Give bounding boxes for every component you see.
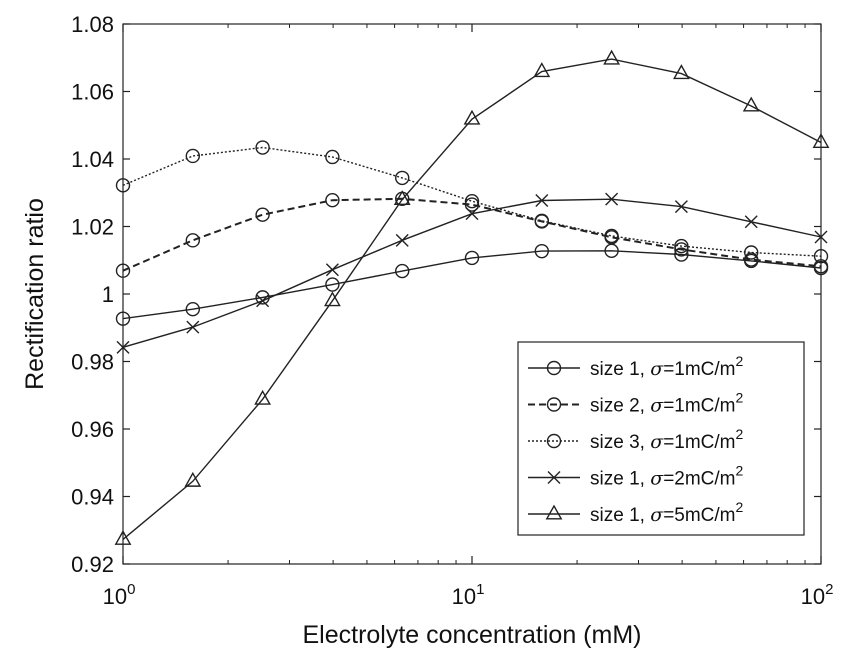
series-1-point-9 bbox=[674, 247, 689, 262]
legend-entry-3: size 3, σ=1mC/m2 bbox=[528, 426, 744, 453]
series-1-point-6 bbox=[464, 250, 480, 266]
series-1-point-7 bbox=[534, 243, 550, 259]
legend-label: size 2, σ=1mC/m2 bbox=[590, 390, 744, 417]
y-tick-label: 1.08 bbox=[71, 12, 114, 37]
y-tick-label: 1.02 bbox=[71, 215, 114, 240]
legend: size 1, σ=1mC/m2 size 2, σ=1mC/m2 size 3, … bbox=[517, 341, 805, 536]
series-4-point-6 bbox=[465, 207, 479, 221]
y-tick-label: 0.94 bbox=[71, 485, 114, 510]
series-2-point-9 bbox=[674, 242, 689, 257]
y-tick-label: 1 bbox=[102, 282, 114, 307]
series-5-point-8 bbox=[603, 49, 621, 65]
series-1-point-2 bbox=[185, 301, 201, 317]
series-3-point-3 bbox=[255, 140, 270, 155]
legend-label: size 1, σ=2mC/m2 bbox=[590, 463, 744, 490]
series-5-point-9 bbox=[673, 64, 690, 80]
series-line-3 bbox=[122, 146, 822, 257]
axes-layer: 0.92 0.94 0.96 0.98 1 1.02 1.04 1.06 1.08 100 101 1… bbox=[21, 12, 833, 649]
series-5-point-6 bbox=[463, 109, 481, 125]
series-4-point-4 bbox=[325, 263, 339, 277]
series-3-point-1 bbox=[115, 178, 131, 193]
y-tick-label: 0.96 bbox=[71, 417, 114, 442]
series-4-point-10 bbox=[744, 215, 758, 229]
series-2-point-1 bbox=[115, 263, 131, 278]
series-3-point-10 bbox=[744, 245, 759, 260]
series-5 bbox=[114, 49, 830, 545]
series-5-point-1 bbox=[114, 529, 132, 545]
series-line-2 bbox=[122, 197, 822, 272]
series-4-point-2 bbox=[186, 320, 200, 334]
legend-entry-5: size 1, σ=5mC/m2 bbox=[528, 499, 744, 526]
series-5-point-4 bbox=[324, 291, 341, 307]
series-5-point-3 bbox=[254, 389, 272, 405]
series-5-point-7 bbox=[533, 62, 551, 78]
series-2-point-3 bbox=[255, 207, 270, 222]
series-5-point-2 bbox=[184, 471, 202, 487]
series-line-1 bbox=[122, 250, 822, 320]
series-4-point-3 bbox=[256, 294, 270, 308]
series-4-point-11 bbox=[814, 230, 828, 244]
series-2-point-4 bbox=[325, 192, 340, 208]
legend-marker bbox=[546, 433, 562, 449]
y-tick-label: 1.06 bbox=[71, 80, 114, 105]
series-3-point-7 bbox=[534, 213, 550, 228]
series-5-point-10 bbox=[742, 96, 760, 112]
series-1-point-5 bbox=[395, 263, 410, 279]
legend-entry-2: size 2, σ=1mC/m2 bbox=[528, 390, 744, 417]
series-3-point-8 bbox=[604, 228, 619, 244]
legend-label: size 3, σ=1mC/m2 bbox=[590, 426, 744, 453]
series-3-point-6 bbox=[464, 193, 480, 209]
x-tick-label: 100 bbox=[103, 581, 136, 609]
series-1-point-4 bbox=[325, 277, 340, 292]
series-3-point-2 bbox=[185, 148, 201, 164]
legend-label: size 1, σ=5mC/m2 bbox=[590, 499, 744, 526]
series-3-point-11 bbox=[813, 249, 829, 264]
series-2-point-6 bbox=[464, 197, 480, 212]
legend-marker bbox=[546, 360, 562, 376]
y-axis-title: Rectification ratio bbox=[21, 198, 49, 390]
series-3-point-5 bbox=[395, 170, 410, 186]
y-tick-label: 1.04 bbox=[71, 147, 114, 172]
legend-marker bbox=[547, 471, 561, 484]
series-3 bbox=[115, 140, 829, 264]
x-tick-label: 102 bbox=[801, 581, 834, 609]
legend-label: size 1, σ=1mC/m2 bbox=[590, 353, 744, 380]
series-2-point-11 bbox=[813, 259, 829, 274]
series-2-point-2 bbox=[185, 233, 201, 248]
legend-marker bbox=[545, 504, 563, 520]
legend-marker bbox=[546, 397, 562, 412]
series-5-point-11 bbox=[812, 133, 830, 148]
series-4-point-9 bbox=[674, 200, 688, 214]
series-2-point-10 bbox=[744, 252, 759, 267]
legend-box bbox=[517, 341, 805, 536]
series-3-point-4 bbox=[325, 149, 340, 165]
series-4 bbox=[116, 192, 828, 354]
legend-entry-4: size 1, σ=2mC/m2 bbox=[528, 463, 744, 490]
series-5-point-5 bbox=[393, 190, 411, 205]
series-4-point-1 bbox=[116, 340, 130, 354]
series-layer bbox=[114, 49, 830, 545]
y-tick-label: 0.92 bbox=[71, 552, 114, 577]
legend-entry-1: size 1, σ=1mC/m2 bbox=[528, 353, 744, 380]
series-4-point-5 bbox=[395, 233, 409, 247]
series-4-point-7 bbox=[535, 194, 549, 208]
series-3-point-9 bbox=[674, 238, 689, 254]
x-tick-label: 101 bbox=[452, 581, 485, 609]
series-1-point-1 bbox=[115, 311, 131, 326]
series-4-point-8 bbox=[605, 192, 619, 206]
y-tick-label: 0.98 bbox=[71, 350, 114, 375]
series-line-5 bbox=[122, 58, 822, 540]
x-axis-title: Electrolyte concentration (mM) bbox=[302, 621, 641, 649]
